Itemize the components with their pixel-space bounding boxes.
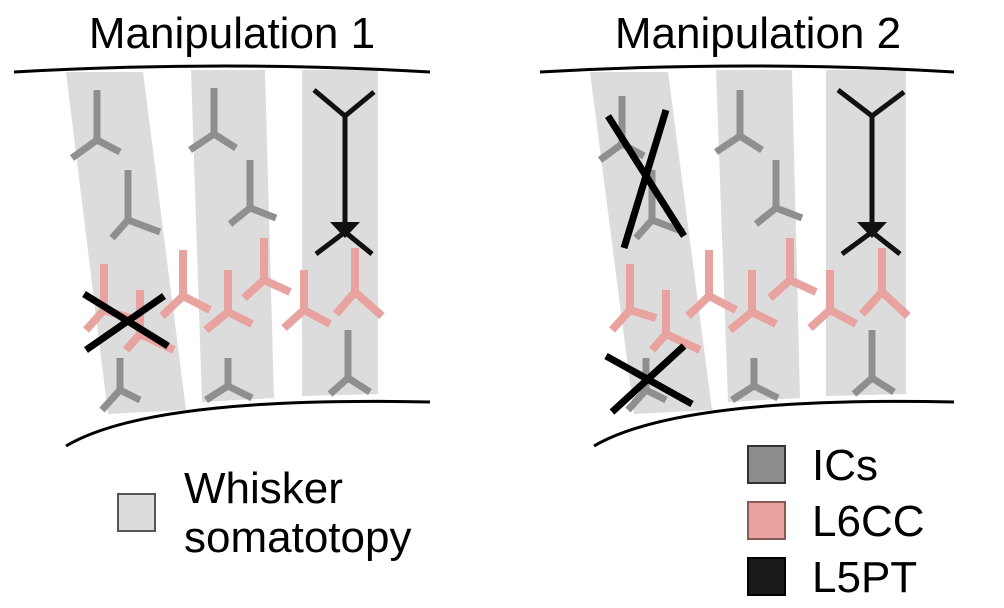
l6cc-neuron (332, 248, 385, 319)
ic-neuron (625, 358, 668, 413)
ic-neuron (69, 90, 122, 161)
l6cc-neuron (685, 250, 738, 319)
ic-neuron (227, 160, 278, 227)
ablation-cross-icon (605, 108, 687, 250)
l6cc-neuron (807, 270, 858, 331)
neuron-group-panel-2 (597, 88, 911, 415)
neuron-group-panel-1 (69, 88, 385, 413)
pia-boundary-line (13, 64, 431, 74)
l5pt-swatch (747, 557, 786, 596)
somatotopy-column (191, 70, 274, 402)
l6cc-neuron (203, 270, 254, 334)
ic-neuron (851, 330, 896, 397)
cell-type-legend: ICs L6CC L5PT (747, 441, 925, 602)
somatotopy-column (590, 72, 712, 414)
l6cc-neuron (609, 264, 658, 333)
l6cc-neuron (767, 238, 818, 301)
white-matter-boundary-line (593, 399, 955, 448)
l5pt-neuron (836, 88, 906, 257)
panel-manipulation-1: Manipulation 1 (13, 9, 431, 448)
somatotopy-column (826, 70, 906, 396)
l5pt-neuron (312, 88, 376, 256)
ic-neuron (188, 88, 238, 153)
ic-neuron (714, 90, 764, 155)
ics-swatch (747, 445, 786, 484)
somatotopy-legend-line1: Whisker (184, 464, 343, 513)
panel-title-1: Manipulation 1 (89, 9, 375, 58)
somatotopy-column (66, 72, 186, 414)
white-matter-boundary-line (65, 399, 431, 448)
panel-title-2: Manipulation 2 (615, 9, 901, 58)
l6cc-neuron (727, 270, 778, 334)
ic-neuron (204, 358, 254, 403)
somatotopy-legend-line2: somatotopy (184, 513, 411, 562)
somatotopy-legend: Whisker somatotopy (117, 464, 411, 562)
l6cc-neuron (241, 238, 292, 301)
ic-neuron (327, 330, 372, 397)
legend-label-l5pt: L5PT (812, 553, 917, 602)
ablation-cross-icon (604, 343, 694, 415)
ic-neuron (730, 358, 780, 403)
ic-neuron (99, 358, 142, 413)
pia-boundary-line (539, 64, 955, 74)
legend-label-ics: ICs (812, 441, 878, 490)
l6cc-neuron (648, 290, 702, 354)
ic-neuron (109, 170, 162, 241)
somatotopy-column (716, 70, 800, 402)
l6cc-neuron (159, 250, 212, 319)
l6cc-swatch (747, 501, 786, 540)
l6cc-neuron (859, 248, 911, 319)
somatotopy-swatch (117, 493, 156, 532)
ablation-cross-icon (82, 291, 170, 353)
l6cc-neuron (281, 270, 332, 331)
whisker-columns-panel-1 (66, 70, 378, 414)
legend-label-l6cc: L6CC (812, 497, 925, 546)
ic-neuron (753, 160, 804, 227)
panel-manipulation-2: Manipulation 2 (539, 9, 955, 448)
